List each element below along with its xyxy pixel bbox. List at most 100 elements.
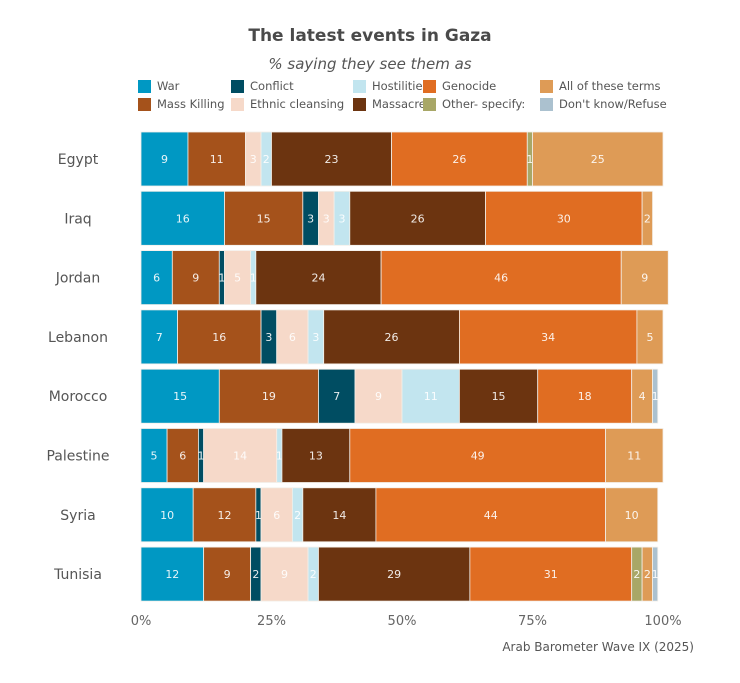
legend-swatch	[423, 79, 436, 93]
data-label: 7	[333, 390, 340, 403]
data-label: 7	[156, 331, 163, 344]
data-label: 2	[633, 568, 640, 581]
data-label: 3	[323, 212, 330, 225]
legend-label: All of these terms	[559, 79, 661, 93]
bar-segment-all-of-these-terms	[636, 309, 664, 365]
legend-item-hostilities: Hostilities	[353, 79, 429, 93]
data-label: 15	[492, 390, 506, 403]
bar-group-palestine: Palestine 5 6 1 14 1 13 49 11	[46, 428, 664, 483]
bar-segment-ethnic-cleansing	[276, 309, 309, 365]
bar-segment-ethnic-cleansing	[203, 428, 278, 483]
data-label: 15	[173, 390, 187, 403]
data-label: 5	[646, 331, 653, 344]
bar-segment-ethnic-cleansing	[224, 250, 252, 306]
data-label: 2	[644, 212, 651, 225]
data-label: 2	[263, 153, 270, 166]
data-label: 3	[312, 331, 319, 344]
data-label: 34	[541, 331, 555, 344]
data-label: 31	[544, 568, 558, 581]
bar-segment-genocide	[375, 487, 606, 543]
x-tick-label: 75%	[518, 614, 547, 629]
bar-group-lebanon: Lebanon 7 16 3 6 3 26 34 5	[48, 309, 664, 365]
bar-group-iraq: Iraq 16 15 3 3 3 26 30 2	[64, 190, 653, 246]
data-label: 12	[165, 568, 179, 581]
chart-title: The latest events in Gaza	[248, 26, 492, 46]
legend-item-ethnic-cleansing: Ethnic cleansing	[231, 97, 344, 111]
legend-label: Other- specify:	[442, 97, 526, 111]
bar-group-tunisia: Tunisia 12 9 2 9 2 29 31 2 2 1	[53, 546, 659, 602]
legend-label: War	[157, 79, 180, 93]
legend-swatch	[423, 97, 436, 111]
legend-label: Don't know/Refuse	[559, 97, 667, 111]
data-label: 16	[176, 212, 190, 225]
chart-subtitle: % saying they see them as	[268, 55, 472, 73]
x-tick-label: 100%	[644, 614, 681, 629]
data-label: 6	[179, 450, 186, 463]
data-label: 9	[375, 390, 382, 403]
data-label: 29	[387, 568, 401, 581]
data-label: 26	[385, 331, 399, 344]
data-label: 44	[484, 509, 498, 522]
legend-item-genocide: Genocide	[423, 79, 496, 93]
bar-segment-all-of-these-terms	[605, 428, 664, 483]
bar-segment-mass-killing	[218, 368, 319, 424]
data-label: 3	[250, 153, 257, 166]
bar-segment-genocide	[459, 309, 638, 365]
x-tick-label: 25%	[257, 614, 286, 629]
bar-segment-genocide	[391, 131, 528, 187]
category-label: Iraq	[64, 211, 91, 227]
legend-swatch	[353, 97, 366, 111]
data-label: 11	[210, 153, 224, 166]
data-label: 6	[289, 331, 296, 344]
legend-item-all-of-these-terms: All of these terms	[540, 79, 661, 93]
bar-segment-massacre	[271, 131, 392, 187]
data-label: 14	[233, 450, 247, 463]
bar-segment-war	[140, 190, 225, 246]
data-label: 2	[294, 509, 301, 522]
category-label: Morocco	[49, 389, 108, 405]
legend-item-other-specify: Other- specify:	[423, 97, 525, 111]
bar-segment-hostilities	[401, 368, 460, 424]
bar-segment-war	[140, 131, 189, 187]
legend-label: Conflict	[250, 79, 294, 93]
data-label: 9	[641, 272, 648, 285]
bar-segment-conflict	[318, 368, 356, 424]
bar-group-syria: Syria 10 12 1 6 2 14 44 10	[60, 487, 659, 543]
category-label: Tunisia	[53, 567, 102, 583]
data-label: 6	[153, 272, 160, 285]
bar-segment-genocide	[537, 368, 633, 424]
legend-item-massacre: Massacre	[353, 97, 426, 111]
data-label: 18	[578, 390, 592, 403]
bar-segment-massacre	[349, 190, 486, 246]
data-label: 26	[452, 153, 466, 166]
bar-segment-massacre	[281, 428, 351, 483]
data-label: 5	[151, 450, 158, 463]
bar-segment-mass-killing	[166, 428, 199, 483]
data-label: 4	[639, 390, 646, 403]
data-label: 2	[310, 568, 317, 581]
bar-segment-all-of-these-terms	[532, 131, 664, 187]
x-tick-label: 50%	[388, 614, 417, 629]
bar-segment-all-of-these-terms	[641, 190, 653, 246]
bar-segment-mass-killing	[192, 487, 257, 543]
bar-group-jordan: Jordan 6 9 1 5 1 24 46 9	[55, 250, 669, 306]
bar-segment-mass-killing	[187, 131, 246, 187]
data-label: 49	[471, 450, 485, 463]
data-label: 10	[625, 509, 639, 522]
data-label: 25	[591, 153, 605, 166]
data-label: 11	[424, 390, 438, 403]
bar-segment-massacre	[323, 309, 460, 365]
data-label: 5	[234, 272, 241, 285]
data-label: 24	[311, 272, 325, 285]
legend-label: Massacre	[372, 97, 426, 111]
legend-label: Ethnic cleansing	[250, 97, 345, 111]
bar-segment-war	[140, 428, 168, 483]
bar-segment-mass-killing	[177, 309, 262, 365]
bar-segment-mass-killing	[171, 250, 220, 306]
data-label: 1	[218, 272, 225, 285]
data-label: 3	[338, 212, 345, 225]
legend-item-mass-killing: Mass Killing	[138, 97, 225, 111]
bar-segment-don-t-know-refuse	[652, 368, 659, 424]
data-label: 23	[325, 153, 339, 166]
data-label: 16	[212, 331, 226, 344]
